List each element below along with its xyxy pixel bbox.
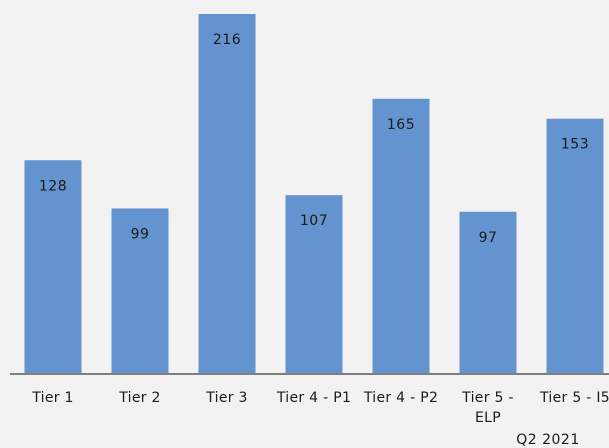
bar-7 xyxy=(546,118,604,373)
x-tick-labels-group: Tier 1 Tier 2 Tier 3 Tier 4 - P1 Tier 4 - P2… xyxy=(31,390,609,426)
footnote-label: Q2 2021 xyxy=(516,432,580,448)
bars-group xyxy=(24,14,604,373)
bar-value-label-1: 128 xyxy=(39,178,67,194)
x-tick-label-1: Tier 1 xyxy=(31,390,74,406)
x-tick-label-2: Tier 2 xyxy=(118,390,161,406)
bar-4 xyxy=(285,195,343,373)
x-tick-label-3: Tier 3 xyxy=(205,390,248,406)
bar-value-label-5: 165 xyxy=(387,117,415,133)
bar-5 xyxy=(372,98,430,373)
x-tick-label-6: Tier 5 -ELP xyxy=(461,390,514,426)
bar-value-label-7: 153 xyxy=(561,137,589,153)
bar-value-label-3: 216 xyxy=(213,32,241,48)
bar-value-label-2: 99 xyxy=(131,226,150,242)
x-tick-label-7: Tier 5 - I5 xyxy=(539,390,609,406)
bar-3 xyxy=(198,14,256,373)
x-tick-label-5: Tier 4 - P2 xyxy=(363,390,438,406)
bar-1 xyxy=(24,160,82,373)
bar-value-label-6: 97 xyxy=(479,230,498,246)
value-labels-group: 128 99 216 107 165 97 153 xyxy=(39,32,589,246)
bar-6 xyxy=(459,211,517,373)
bar-2 xyxy=(111,208,169,373)
bar-value-label-4: 107 xyxy=(300,213,328,229)
x-tick-label-4: Tier 4 - P1 xyxy=(276,390,351,406)
